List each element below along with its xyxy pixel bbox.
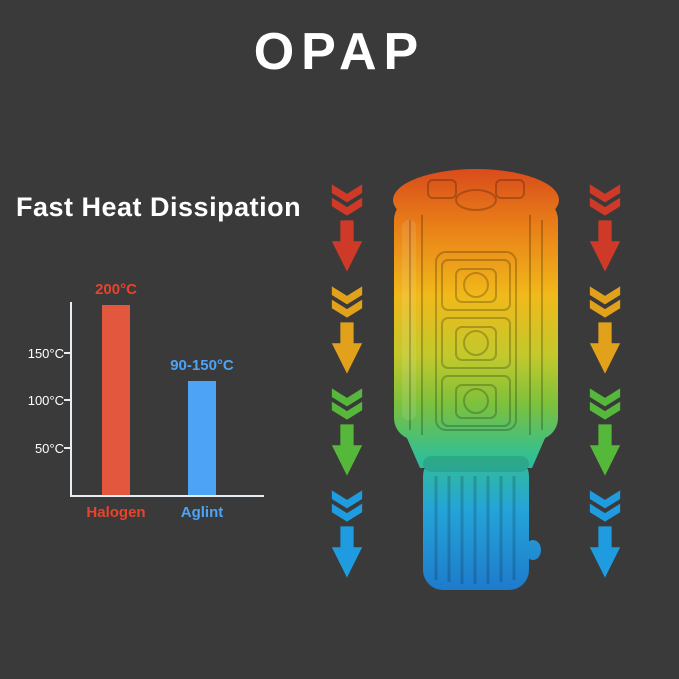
bar-value-label: 90-150°C xyxy=(170,357,234,374)
chart-plot: 150°C 100°C 50°C 200°C Halogen 90-150°C Aglint xyxy=(28,281,264,521)
heat-arrow-column-left xyxy=(328,180,366,582)
temperature-bar-chart: 150°C 100°C 50°C 200°C Halogen 90-150°C Aglint xyxy=(28,280,298,540)
y-axis-tick-mark xyxy=(64,351,72,354)
heat-arrow-green-icon xyxy=(331,388,363,476)
bar-category-label: Aglint xyxy=(180,504,224,521)
heat-arrow-red-icon xyxy=(331,184,363,272)
heat-arrow-blue-icon xyxy=(331,490,363,578)
y-axis-tick-mark xyxy=(64,446,72,449)
bar-halogen xyxy=(102,305,130,495)
y-axis-tick-label: 100°C xyxy=(27,393,64,408)
y-axis-tick-label: 50°C xyxy=(34,440,64,456)
heat-arrow-blue-icon xyxy=(589,490,621,578)
bar-value-label: 200°C xyxy=(95,281,137,298)
heat-arrow-column-right xyxy=(586,180,624,582)
base-collar xyxy=(423,456,529,472)
bar-aglint xyxy=(188,381,216,495)
bar-category-label: Halogen xyxy=(86,504,146,521)
section-title: Fast Heat Dissipation xyxy=(16,192,302,222)
heat-arrow-amber-icon xyxy=(331,286,363,374)
brand-logo: OPAP xyxy=(253,23,426,81)
base-ribs xyxy=(434,476,516,584)
heat-arrow-red-icon xyxy=(589,184,621,272)
led-bulb-render xyxy=(393,169,559,590)
heat-arrow-amber-icon xyxy=(589,286,621,374)
y-axis-tick-label: 150°C xyxy=(27,345,64,361)
specular-highlight xyxy=(402,220,416,420)
bulb-body xyxy=(393,169,559,590)
heat-arrow-green-icon xyxy=(589,388,621,476)
y-axis-tick-mark xyxy=(64,399,72,401)
led-chip-details xyxy=(409,179,543,435)
